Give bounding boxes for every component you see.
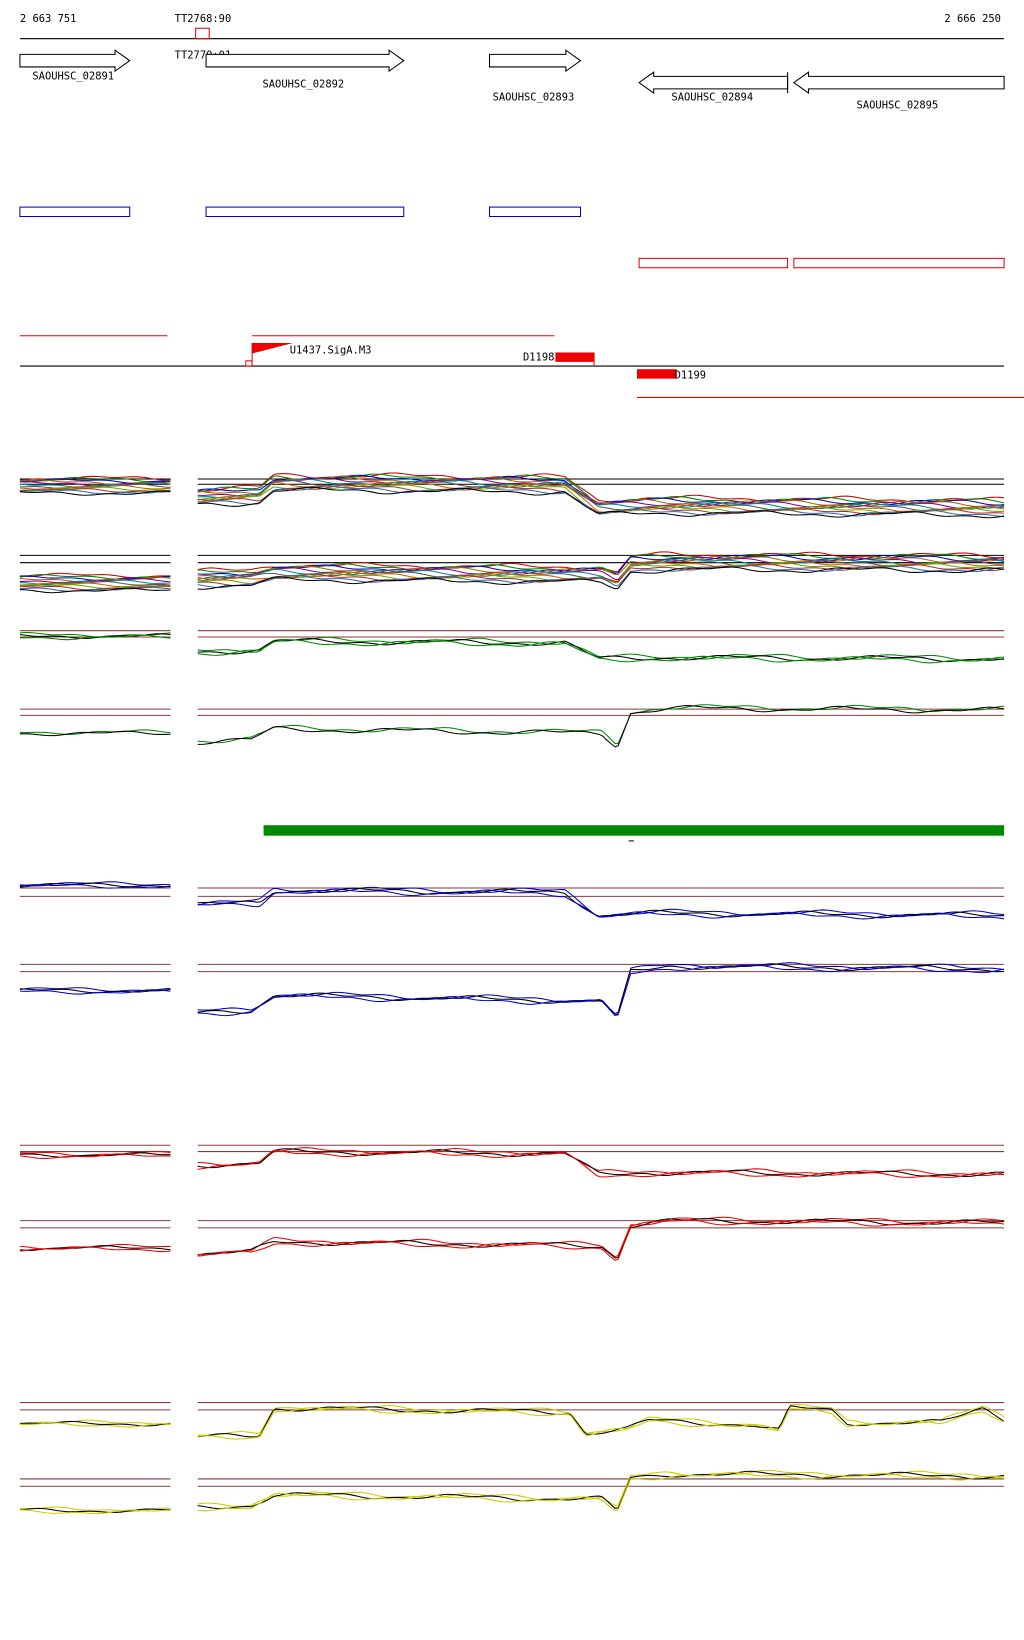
gene-arrow — [792, 71, 1005, 95]
trace — [19, 581, 171, 587]
trace — [19, 1506, 171, 1512]
cds-box — [19, 206, 131, 218]
segment-bar — [555, 352, 595, 362]
trace — [197, 887, 1005, 919]
trace — [197, 553, 1005, 574]
trace — [197, 486, 1005, 519]
gene-label: SAOUHSC_02893 — [493, 91, 575, 103]
trace — [19, 587, 171, 594]
trace — [197, 1470, 1005, 1510]
gene-arrow — [638, 71, 789, 95]
trace — [19, 475, 171, 481]
trace — [197, 555, 1005, 579]
trace — [197, 1407, 1005, 1440]
trace — [197, 964, 1005, 1017]
gene-arrow — [205, 49, 405, 73]
trace — [19, 1150, 171, 1157]
trace — [19, 477, 171, 483]
ruler: 2 663 751 2 666 250 TT2768:90 TT2770:01 — [19, 13, 1005, 61]
segment-label: D1199 — [675, 369, 706, 381]
trace — [19, 1152, 171, 1158]
trace — [197, 475, 1005, 507]
trace — [197, 566, 1005, 590]
gene-label: SAOUHSC_02892 — [262, 79, 344, 91]
region-bar — [263, 825, 1005, 836]
segment-label: D1198 — [523, 352, 554, 364]
segment-bar — [636, 369, 677, 379]
trace — [197, 962, 1005, 1017]
trace — [19, 1509, 171, 1515]
expression-tracks — [19, 472, 1005, 1515]
trace — [197, 638, 1005, 663]
gene-label: SAOUHSC_02894 — [671, 91, 753, 103]
promoter-label: U1437.SigA.M3 — [290, 344, 372, 356]
trace — [19, 490, 171, 496]
trace — [19, 573, 171, 580]
cds-box — [488, 206, 582, 218]
terminator-mark — [195, 27, 210, 40]
annotations: U1437.SigA.M3 D1198 D1199 — [19, 335, 1024, 842]
trace — [19, 582, 171, 588]
trace — [197, 1469, 1005, 1507]
trace — [197, 1147, 1005, 1177]
trace — [19, 730, 171, 737]
trace — [19, 884, 171, 889]
trace — [197, 556, 1005, 580]
trace — [197, 705, 1005, 748]
trace — [19, 989, 171, 995]
trace — [197, 639, 1005, 664]
trace — [197, 1149, 1005, 1178]
trace — [19, 729, 171, 735]
ruler-end: 2 666 250 — [944, 13, 1001, 25]
trace — [197, 1148, 1005, 1177]
promoter-base — [245, 360, 253, 367]
gene-label: SAOUHSC_02891 — [32, 70, 114, 82]
cds-box — [205, 206, 405, 218]
trace — [19, 488, 171, 493]
trace — [197, 1216, 1005, 1258]
cds-boxes — [19, 206, 1005, 269]
trace — [197, 1219, 1005, 1261]
cds-box — [638, 257, 789, 269]
trace — [197, 888, 1005, 920]
trace — [19, 1422, 171, 1428]
trace — [19, 1507, 171, 1514]
trace — [197, 1471, 1005, 1512]
trace — [19, 1246, 171, 1253]
trace — [197, 485, 1005, 518]
trace — [19, 1153, 171, 1159]
trace — [19, 882, 171, 888]
trace — [19, 483, 171, 490]
trace — [197, 1404, 1005, 1436]
trace — [197, 480, 1005, 512]
cds-box — [793, 257, 1005, 269]
gene-arrow — [19, 49, 131, 73]
terminator-label: TT2768:90 — [175, 13, 232, 25]
genes — [19, 49, 1005, 95]
gene-label: SAOUHSC_02895 — [857, 100, 939, 112]
ruler-start: 2 663 751 — [20, 13, 77, 25]
trace — [19, 1419, 171, 1426]
trace — [197, 704, 1005, 745]
trace — [197, 478, 1005, 510]
trace — [19, 586, 171, 592]
trace — [197, 1218, 1005, 1259]
trace — [197, 565, 1005, 589]
trace — [19, 578, 171, 584]
trace — [19, 489, 171, 495]
gene-arrow — [488, 49, 582, 73]
trace — [19, 479, 171, 486]
promoter-flag — [252, 343, 293, 354]
trace — [19, 634, 171, 641]
